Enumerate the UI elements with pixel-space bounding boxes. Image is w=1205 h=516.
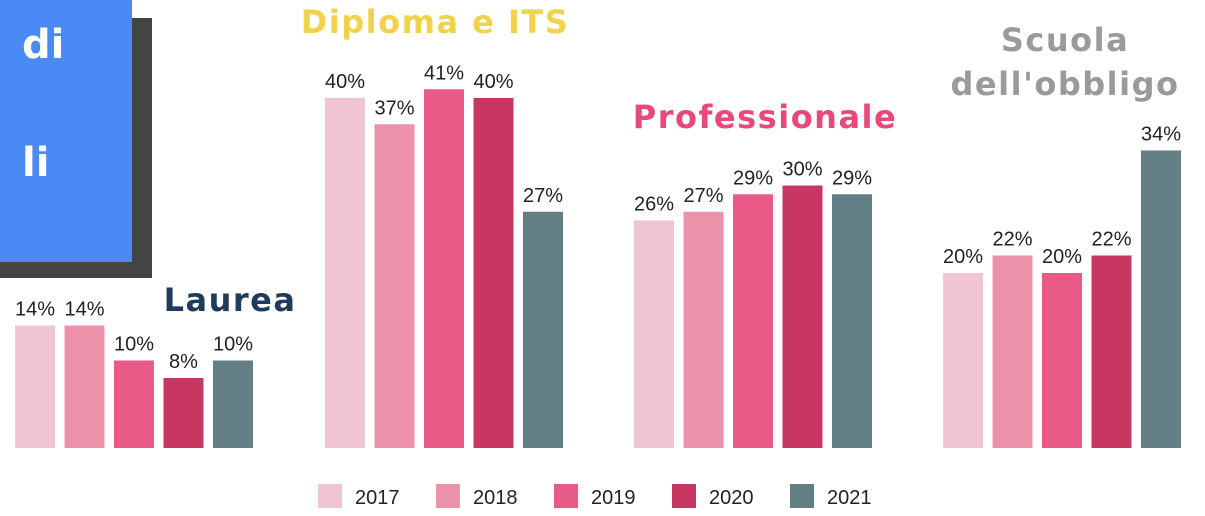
bar: [1091, 255, 1132, 448]
value-label: 14%: [15, 299, 55, 321]
value-label: 27%: [683, 185, 723, 207]
value-label: 40%: [473, 71, 513, 93]
bar: [1141, 150, 1181, 448]
bar: [114, 360, 154, 448]
bar: [683, 211, 724, 448]
bar: [15, 325, 55, 448]
sidebar-text: di: [22, 22, 65, 68]
bar: [374, 124, 415, 448]
value-label: 29%: [733, 167, 773, 189]
value-label: 30%: [782, 159, 822, 181]
value-label: 27%: [523, 185, 563, 207]
value-label: 22%: [1091, 229, 1131, 251]
bar: [943, 273, 983, 448]
bar: [992, 255, 1033, 448]
bar: [1042, 273, 1082, 448]
value-label: 41%: [424, 62, 464, 84]
bar: [782, 185, 823, 448]
bar: [634, 220, 674, 448]
value-label: 34%: [1141, 124, 1181, 146]
category-title: Professionale: [632, 98, 898, 136]
value-label: 29%: [832, 167, 872, 189]
bar: [832, 194, 872, 448]
value-label: 10%: [114, 334, 154, 356]
sidebar-text: li: [22, 140, 50, 186]
value-label: 26%: [634, 194, 674, 216]
value-label: 20%: [1042, 246, 1082, 268]
legend-swatch: [554, 484, 578, 508]
legend-label: 2020: [709, 487, 754, 509]
sidebar-box: [0, 0, 132, 262]
bar: [473, 98, 514, 448]
legend-swatch: [790, 484, 814, 508]
value-label: 14%: [64, 299, 104, 321]
bar: [163, 378, 204, 448]
value-label: 8%: [169, 351, 198, 373]
category-title: Scuola dell'obbligo: [950, 21, 1180, 103]
legend-label: 2018: [473, 487, 518, 509]
legend-label: 2021: [827, 487, 872, 509]
bar: [325, 98, 365, 448]
value-label: 37%: [374, 97, 414, 119]
value-label: 10%: [213, 334, 253, 356]
category-title: Laurea: [163, 281, 297, 319]
bar: [64, 325, 105, 448]
bar: [424, 89, 464, 448]
bar: [213, 360, 253, 448]
legend-swatch: [672, 484, 696, 508]
legend-swatch: [318, 484, 342, 508]
category-title: Diploma e ITS: [300, 3, 570, 41]
legend-swatch: [436, 484, 460, 508]
value-label: 22%: [992, 229, 1032, 251]
legend-label: 2017: [355, 487, 400, 509]
legend-label: 2019: [591, 487, 636, 509]
value-label: 40%: [325, 71, 365, 93]
value-label: 20%: [943, 246, 983, 268]
bar: [523, 211, 563, 448]
bar: [733, 194, 773, 448]
